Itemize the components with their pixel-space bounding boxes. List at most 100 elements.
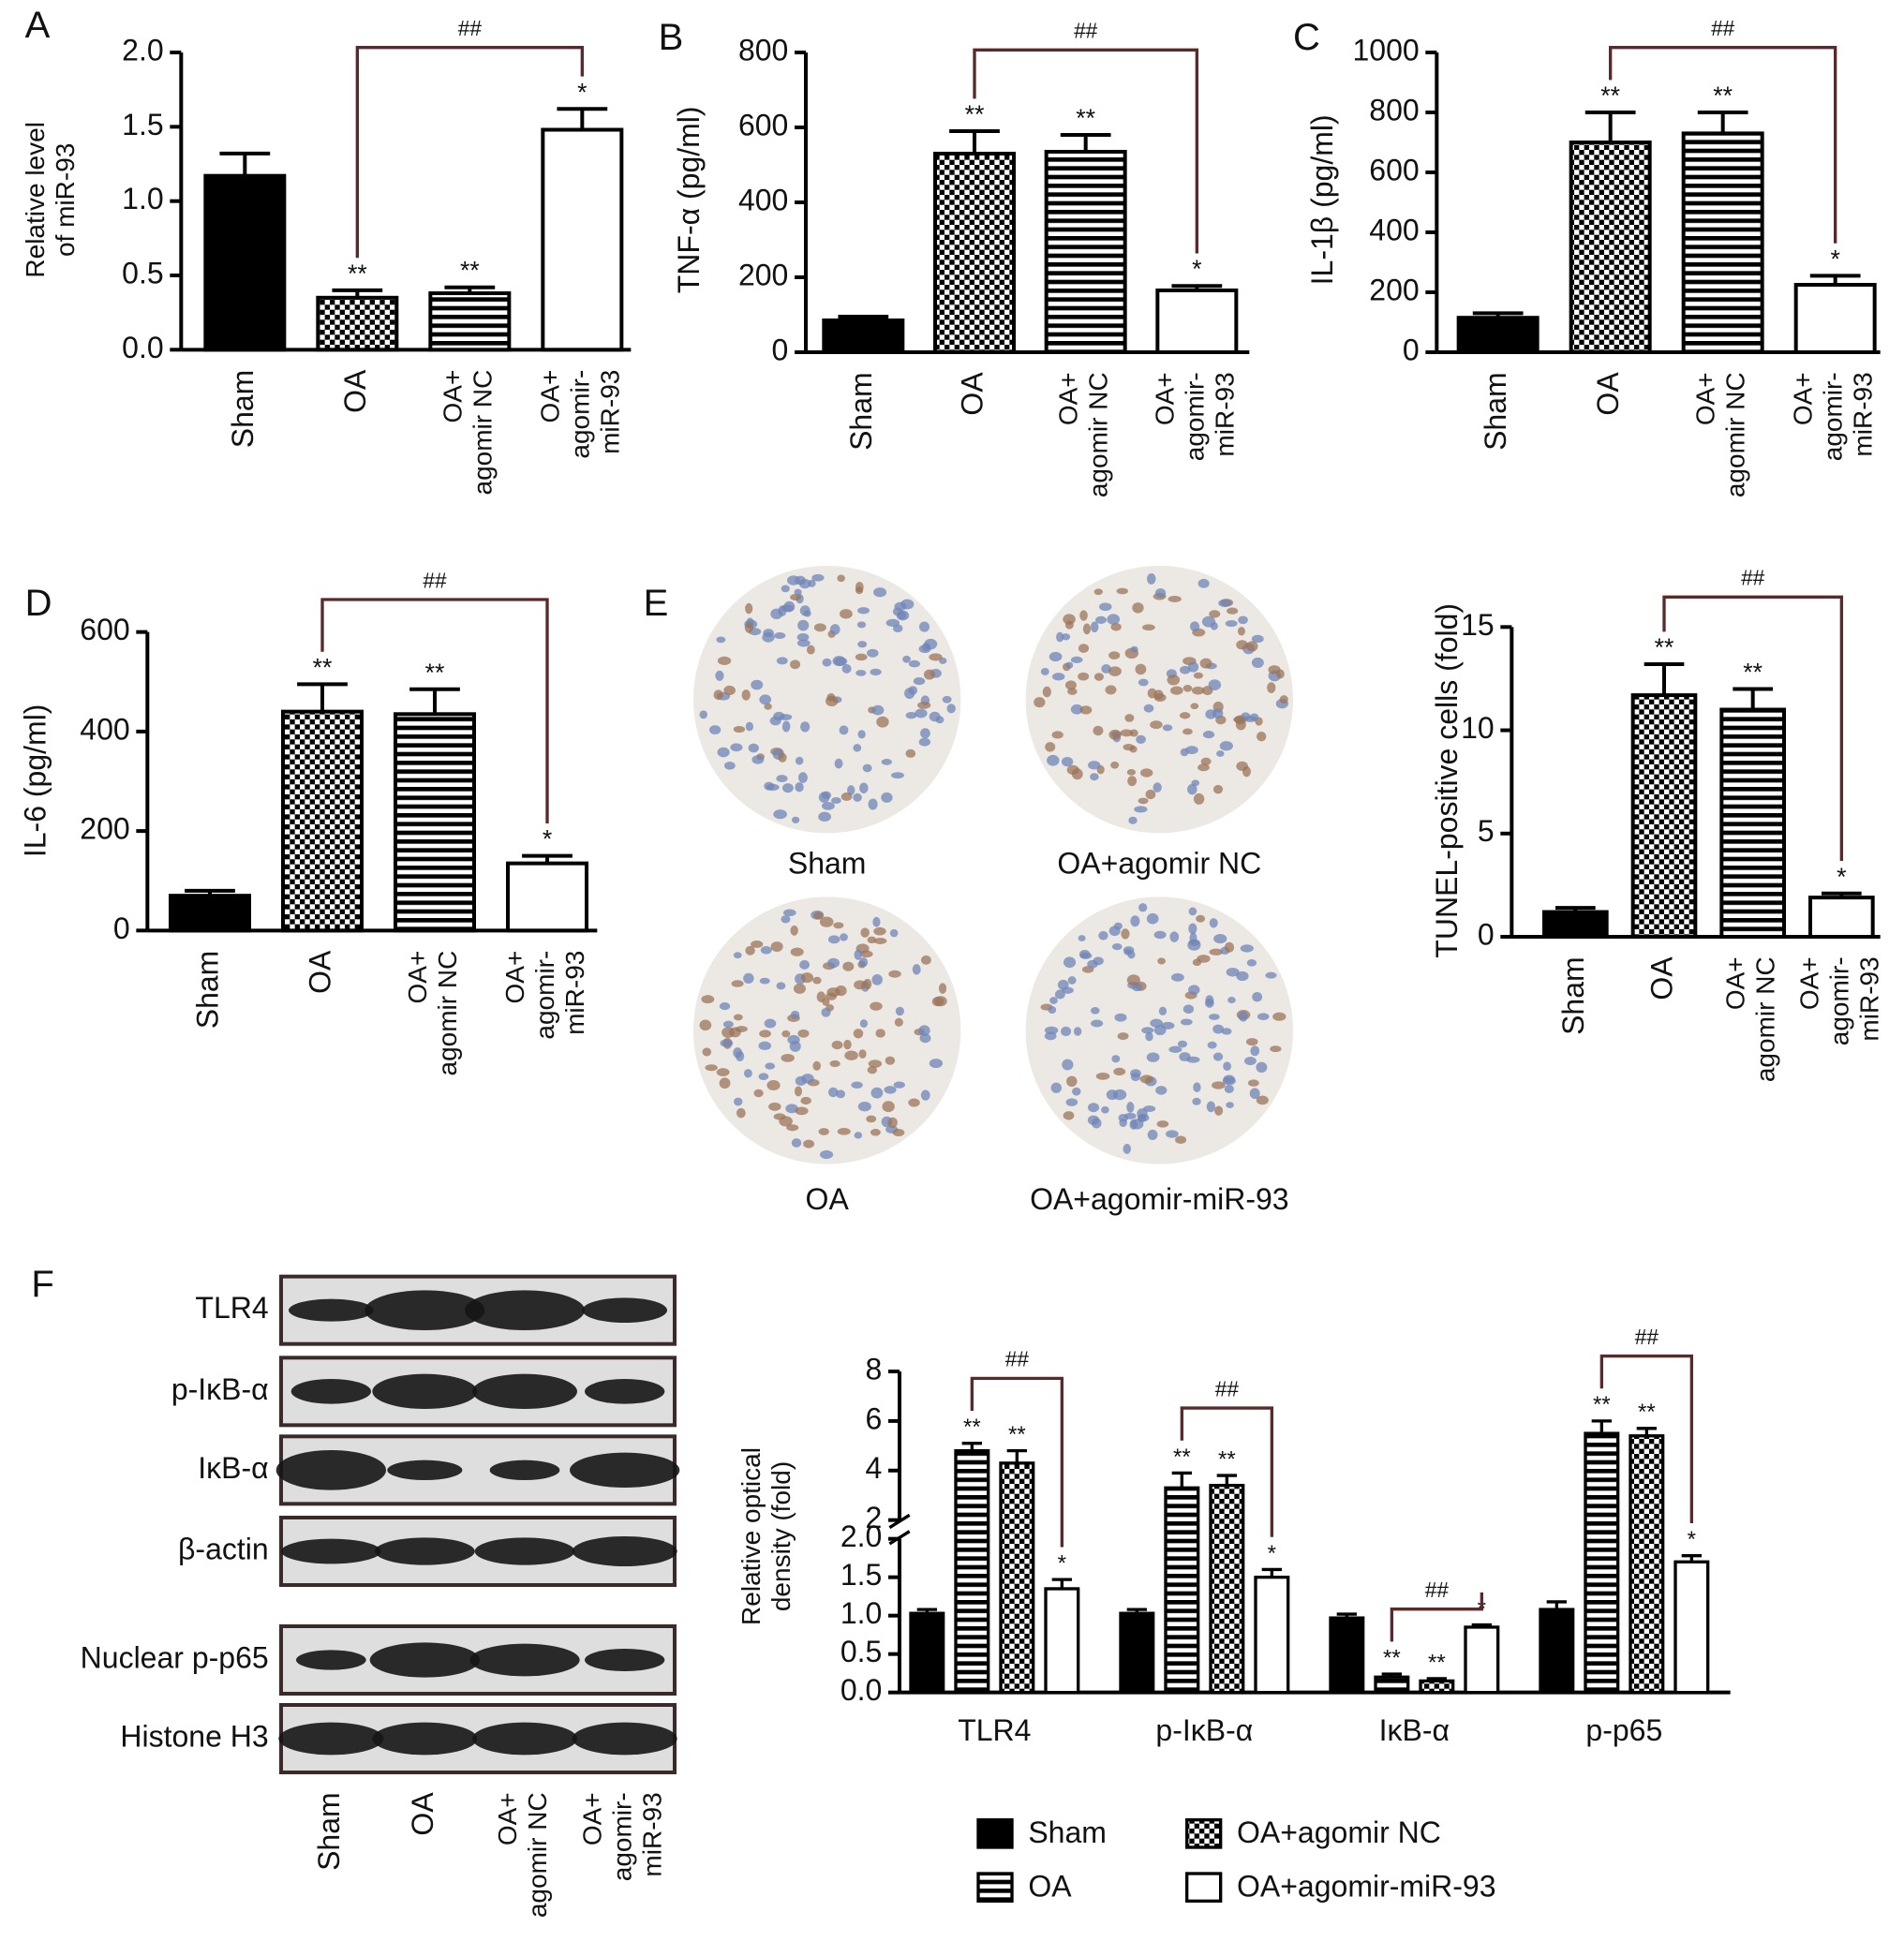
y-axis-label: TNF-α (pg/ml) [672, 106, 706, 293]
nucleus [1223, 1074, 1235, 1084]
nucleus [1225, 620, 1238, 628]
legend-swatch [976, 1872, 1014, 1903]
nucleus [1079, 705, 1093, 715]
y-tick-label: 0.5 [122, 256, 163, 289]
nucleus [723, 762, 736, 770]
nucleus [1183, 1004, 1195, 1015]
nucleus [1132, 602, 1144, 614]
nucleus [1224, 941, 1235, 953]
significance: * [1837, 863, 1846, 891]
nucleus [840, 792, 853, 801]
significance: ** [1428, 1650, 1446, 1675]
bar [203, 173, 287, 352]
nucleus [1134, 806, 1148, 813]
nucleus [827, 1087, 839, 1098]
blot-band [572, 1536, 677, 1566]
error-bar [1126, 1608, 1147, 1614]
nucleus [790, 659, 801, 670]
bar [1456, 316, 1540, 354]
bar [909, 1611, 945, 1695]
error-bar [297, 682, 348, 712]
nucleus [806, 645, 815, 655]
nucleus [1064, 680, 1077, 690]
blot-band [281, 1538, 381, 1564]
nucleus [751, 941, 764, 948]
nucleus [1056, 631, 1064, 643]
blot-band [278, 1722, 384, 1756]
nucleus [884, 1086, 897, 1094]
nucleus [763, 629, 774, 638]
nucleus [868, 798, 878, 810]
nucleus [741, 689, 751, 701]
nucleus [797, 1029, 810, 1038]
legend-swatch [1184, 1818, 1223, 1849]
nucleus [1141, 1027, 1154, 1034]
nucleus [1202, 731, 1215, 739]
error-bar [1697, 111, 1748, 134]
nucleus [1040, 668, 1049, 675]
bar [541, 127, 624, 352]
error-bar [1584, 111, 1636, 142]
nucleus [1188, 907, 1197, 916]
nucleus [905, 748, 916, 758]
nucleus [881, 792, 893, 803]
nucleus [1082, 623, 1092, 635]
micrograph-label: Sham [788, 846, 867, 880]
significance: ** [1173, 1445, 1191, 1470]
nucleus [853, 1029, 864, 1039]
nucleus [1045, 742, 1056, 752]
nucleus [1066, 764, 1079, 776]
bracket [320, 598, 549, 823]
nucleus [716, 636, 726, 644]
nucleus [1066, 1075, 1078, 1088]
nucleus [770, 941, 783, 953]
y-tick-label: 1.5 [840, 1558, 882, 1592]
nucleus [1233, 716, 1245, 723]
error-bar [409, 687, 460, 715]
nucleus [1093, 673, 1104, 681]
blot-band [585, 1379, 665, 1404]
blot-row-label: β-actin [178, 1532, 269, 1565]
nucleus [759, 1030, 771, 1038]
nucleus [1050, 1082, 1063, 1093]
bar [822, 319, 905, 354]
error-bar [219, 151, 271, 176]
nucleus [1145, 1031, 1153, 1042]
nucleus [699, 1019, 712, 1031]
nucleus [1126, 769, 1137, 776]
x-tick-label: OA+agomir-miR-93 [1795, 956, 1884, 1045]
nucleus [918, 737, 931, 747]
legend-swatch [976, 1818, 1014, 1849]
blot-row-label: Histone H3 [120, 1719, 268, 1753]
nucleus [797, 772, 808, 783]
nucleus [774, 632, 786, 639]
nucleus [873, 587, 887, 598]
error-bar [1555, 906, 1596, 912]
error-bar [1171, 1471, 1192, 1489]
error-bar [1261, 1567, 1282, 1578]
significance: ** [1713, 82, 1733, 110]
bar [933, 152, 1016, 354]
error-bar [1471, 1623, 1492, 1627]
bar [1629, 1434, 1665, 1695]
nucleus [1188, 923, 1197, 935]
nucleus [734, 1097, 743, 1106]
blot-band [472, 1722, 577, 1756]
x-tick-label: p-IκB-α [1155, 1713, 1253, 1747]
nucleus [733, 1014, 743, 1021]
nucleus [743, 1069, 752, 1078]
bracket [973, 48, 1198, 254]
nucleus [857, 730, 866, 739]
nucleus [1079, 952, 1093, 959]
nucleus [1123, 1144, 1132, 1154]
nucleus [1256, 1095, 1269, 1105]
nucleus [1116, 587, 1129, 595]
bar [1542, 910, 1609, 939]
nucleus [1062, 1059, 1074, 1071]
nucleus [858, 1049, 867, 1059]
nucleus [920, 1089, 930, 1101]
nucleus [1167, 674, 1181, 686]
nucleus [1142, 624, 1155, 631]
blot-row-label: IκB-α [198, 1451, 268, 1485]
nucleus [1114, 1013, 1127, 1022]
